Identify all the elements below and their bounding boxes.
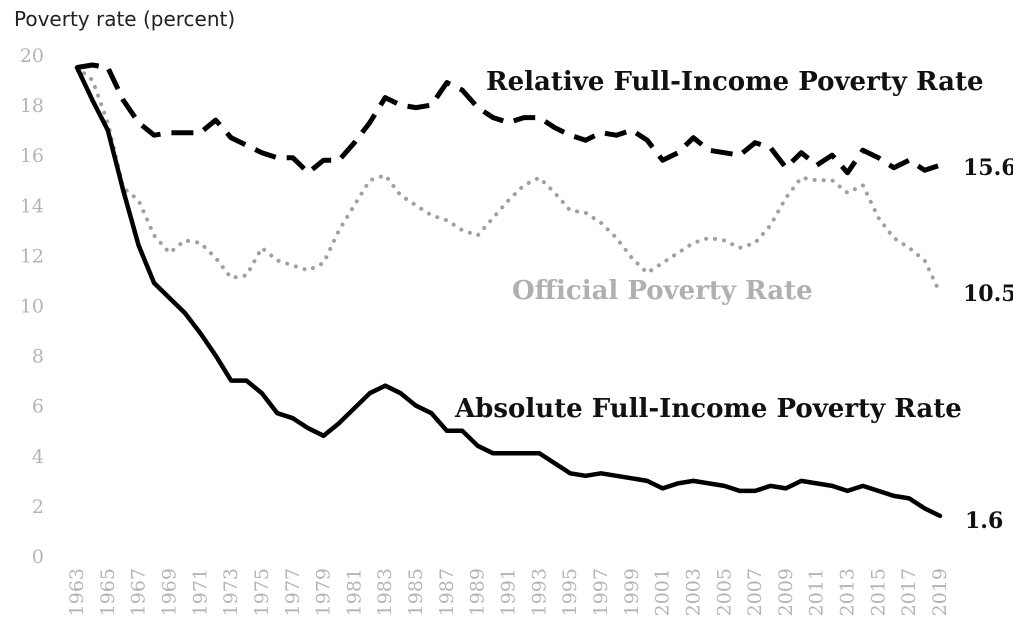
series-labels: Relative Full-Income Poverty Rate 15.6 Off…	[454, 67, 1013, 534]
relative-full-income-poverty-rate-line	[76, 62, 941, 176]
x-tick-label: 1971	[189, 568, 211, 616]
y-axis-label: Poverty rate (percent)	[14, 7, 235, 31]
x-tick-label: 2009	[775, 568, 797, 616]
x-axis-ticks: 1963 1965 1967 1969 1971 1973 1975 1977 1979 1981…	[66, 568, 951, 616]
x-tick-label: 2011	[806, 568, 828, 616]
x-tick-label: 1963	[66, 568, 88, 616]
x-tick-label: 1999	[621, 568, 643, 616]
y-tick-label: 4	[32, 446, 44, 468]
x-tick-label: 1975	[251, 568, 273, 616]
relative-full-income-poverty-rate-end-value: 15.6	[963, 155, 1013, 181]
absolute-full-income-poverty-rate-label: Absolute Full-Income Poverty Rate	[454, 394, 962, 424]
series-lines	[74, 62, 943, 519]
official-poverty-rate-label: Official Poverty Rate	[512, 276, 813, 306]
absolute-full-income-poverty-rate-end-value: 1.6	[965, 508, 1003, 534]
y-tick-label: 8	[32, 346, 44, 368]
official-poverty-rate-end-value: 10.5	[963, 281, 1013, 307]
x-tick-label: 1985	[405, 568, 427, 616]
x-tick-label: 1973	[220, 568, 242, 616]
y-tick-label: 6	[32, 396, 44, 418]
x-tick-label: 1995	[559, 568, 581, 616]
y-axis-ticks: 0 2 4 6 8 10 12 14 16 18 20	[20, 45, 44, 568]
x-tick-label: 1969	[158, 568, 180, 616]
x-tick-label: 2005	[713, 568, 735, 616]
y-tick-label: 18	[20, 95, 44, 117]
x-tick-label: 2003	[682, 568, 704, 616]
y-tick-label: 20	[20, 45, 44, 67]
x-tick-label: 1987	[436, 568, 458, 616]
y-tick-label: 10	[20, 296, 44, 318]
x-tick-label: 2013	[837, 568, 859, 616]
y-tick-label: 12	[20, 245, 44, 267]
x-tick-label: 2001	[652, 568, 674, 616]
x-tick-label: 1991	[498, 568, 520, 616]
y-tick-label: 0	[32, 546, 44, 568]
x-tick-label: 1979	[313, 568, 335, 616]
y-tick-label: 14	[20, 195, 44, 217]
x-tick-label: 2015	[867, 568, 889, 616]
x-tick-label: 1993	[528, 568, 550, 616]
x-tick-label: 1967	[128, 568, 150, 616]
x-tick-label: 1977	[282, 568, 304, 616]
x-tick-label: 1981	[343, 568, 365, 616]
x-tick-label: 2007	[744, 568, 766, 616]
x-tick-label: 2017	[898, 568, 920, 616]
relative-full-income-poverty-rate-label: Relative Full-Income Poverty Rate	[486, 67, 984, 97]
absolute-full-income-poverty-rate-line	[74, 65, 943, 519]
y-tick-label: 16	[20, 145, 44, 167]
official-poverty-rate-line	[75, 65, 942, 295]
x-tick-label: 1965	[97, 568, 119, 616]
x-tick-label: 1983	[374, 568, 396, 616]
x-tick-label: 2019	[929, 568, 951, 616]
y-tick-label: 2	[32, 496, 44, 518]
x-tick-label: 1997	[590, 568, 612, 616]
x-tick-label: 1989	[467, 568, 489, 616]
